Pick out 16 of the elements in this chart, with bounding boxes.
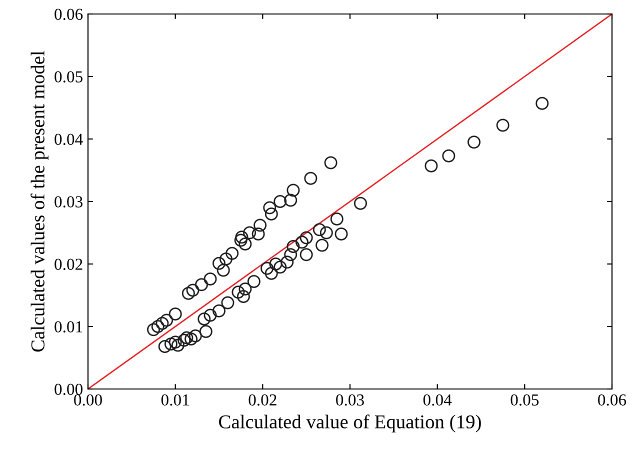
y-tick-label: 0.04 [54,134,83,146]
x-tick-label: 0.05 [510,394,539,406]
x-tick-label: 0.02 [248,394,276,406]
y-axis-title: Calculated values of the present model [30,50,48,352]
y-tick-label: 0.05 [54,71,82,83]
y-tick-label: 0.01 [54,321,82,333]
x-tick-label: 0.03 [336,394,364,406]
y-tick-label: 0.03 [54,196,82,208]
y-tick-label: 0.00 [54,384,83,396]
x-tick-label: 0.00 [74,394,102,406]
x-axis-title: Calculated value of Equation (19) [219,414,481,432]
x-tick-label: 0.06 [598,394,626,406]
y-tick-label: 0.02 [54,258,82,270]
y-tick-label: 0.06 [54,8,83,20]
x-tick-label: 0.04 [423,394,452,406]
x-tick-label: 0.01 [161,394,189,406]
